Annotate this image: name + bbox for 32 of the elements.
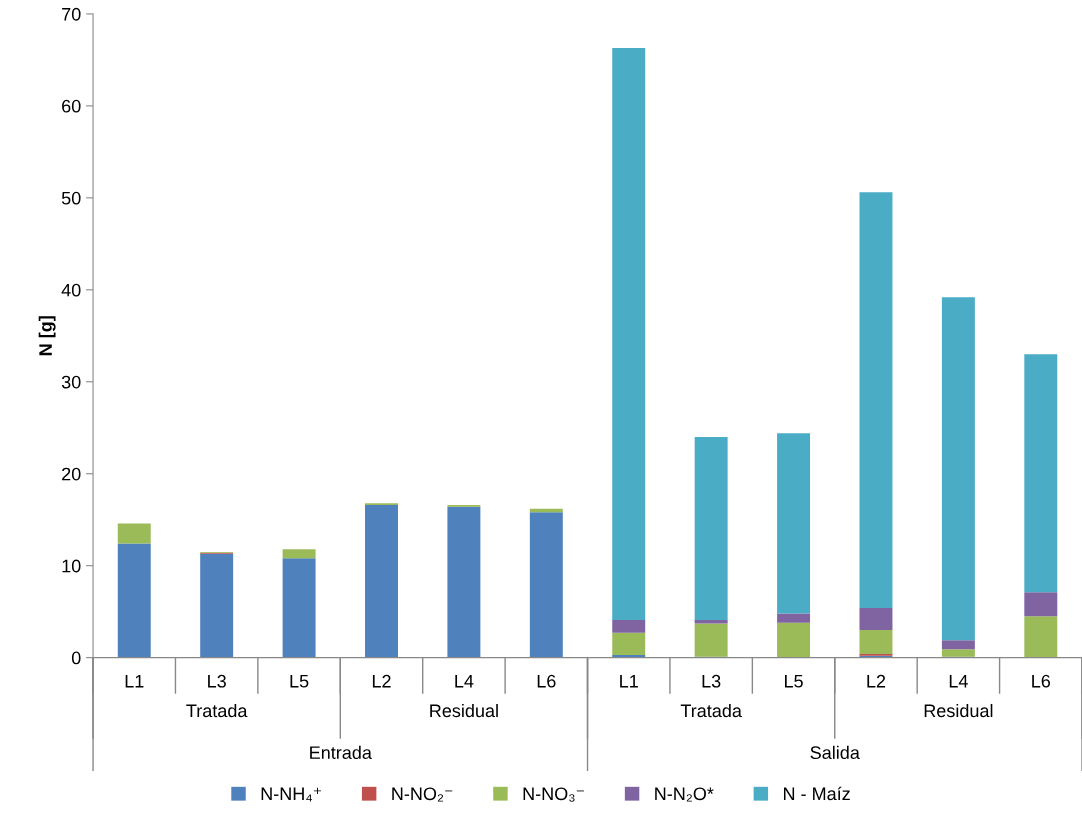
y-tick-label: 60 xyxy=(62,99,81,113)
y-tick-label: 30 xyxy=(61,375,81,389)
y-tick-label: 50 xyxy=(61,191,81,205)
text: Salida xyxy=(810,745,860,760)
y-tick-label: 40 xyxy=(61,283,81,297)
legend-label: N-N₂O* xyxy=(655,787,714,802)
text: Tratada xyxy=(186,703,248,718)
x-tick-label: L4 xyxy=(455,674,474,688)
x-tick-label: L6 xyxy=(1032,674,1051,688)
y-axis-title: N [g] xyxy=(38,316,56,356)
x-tick-label: L6 xyxy=(537,674,556,688)
x-tick-label: L5 xyxy=(290,674,309,688)
legend-label: N-NH₄⁺ xyxy=(261,787,321,802)
x-tick-label: L3 xyxy=(702,674,721,688)
x-tick-label: L4 xyxy=(949,674,968,688)
x-tick-label: L2 xyxy=(372,674,391,688)
x-tick-label: L5 xyxy=(785,674,803,688)
y-tick-label: 10 xyxy=(62,559,81,573)
x-tick-label: L1 xyxy=(125,674,144,688)
legend-label: N - Maíz xyxy=(783,786,850,801)
text: Entrada xyxy=(310,745,372,760)
legend-label: N-NO₃⁻ xyxy=(523,787,584,802)
y-tick-label: 70 xyxy=(62,7,81,21)
text: Residual xyxy=(430,703,498,718)
text: Tratada xyxy=(680,703,742,718)
text: Residual xyxy=(924,703,993,718)
y-tick-label: 20 xyxy=(62,467,81,481)
x-tick-label: L2 xyxy=(867,674,886,688)
y-tick-label: 0 xyxy=(71,651,81,665)
legend-label: N-NO₂⁻ xyxy=(392,787,453,802)
x-tick-label: L3 xyxy=(208,674,226,688)
x-tick-label: L1 xyxy=(620,674,638,688)
